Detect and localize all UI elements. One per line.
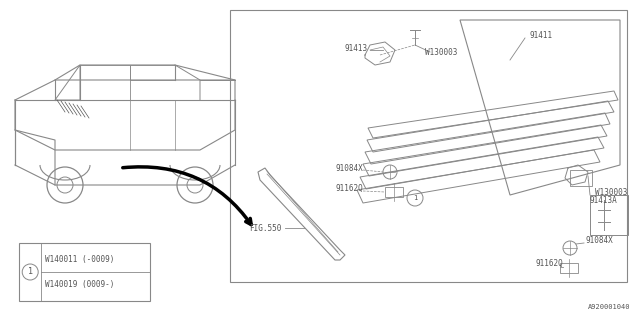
Text: 1: 1	[413, 195, 417, 201]
Text: A920001040: A920001040	[588, 304, 630, 310]
Text: 91162Q: 91162Q	[335, 183, 363, 193]
Text: 91084X: 91084X	[335, 164, 363, 172]
Bar	[570, 170, 592, 186]
Text: W130003: W130003	[425, 47, 458, 57]
Bar	[230, 10, 627, 282]
Bar	[590, 195, 628, 235]
Bar	[19, 243, 150, 301]
Text: W140019 (0009-): W140019 (0009-)	[45, 280, 115, 289]
Text: 1: 1	[28, 268, 33, 276]
Bar	[560, 263, 578, 273]
Text: W140011 (-0009): W140011 (-0009)	[45, 255, 115, 264]
Bar	[385, 187, 403, 197]
Text: 91084X: 91084X	[585, 236, 612, 244]
Text: 91413A: 91413A	[590, 196, 618, 204]
Text: 91162Q: 91162Q	[535, 259, 563, 268]
Text: 91413: 91413	[345, 44, 368, 52]
Text: 91411: 91411	[530, 30, 553, 39]
Text: W130003: W130003	[595, 188, 627, 196]
Text: FIG.550: FIG.550	[250, 223, 282, 233]
